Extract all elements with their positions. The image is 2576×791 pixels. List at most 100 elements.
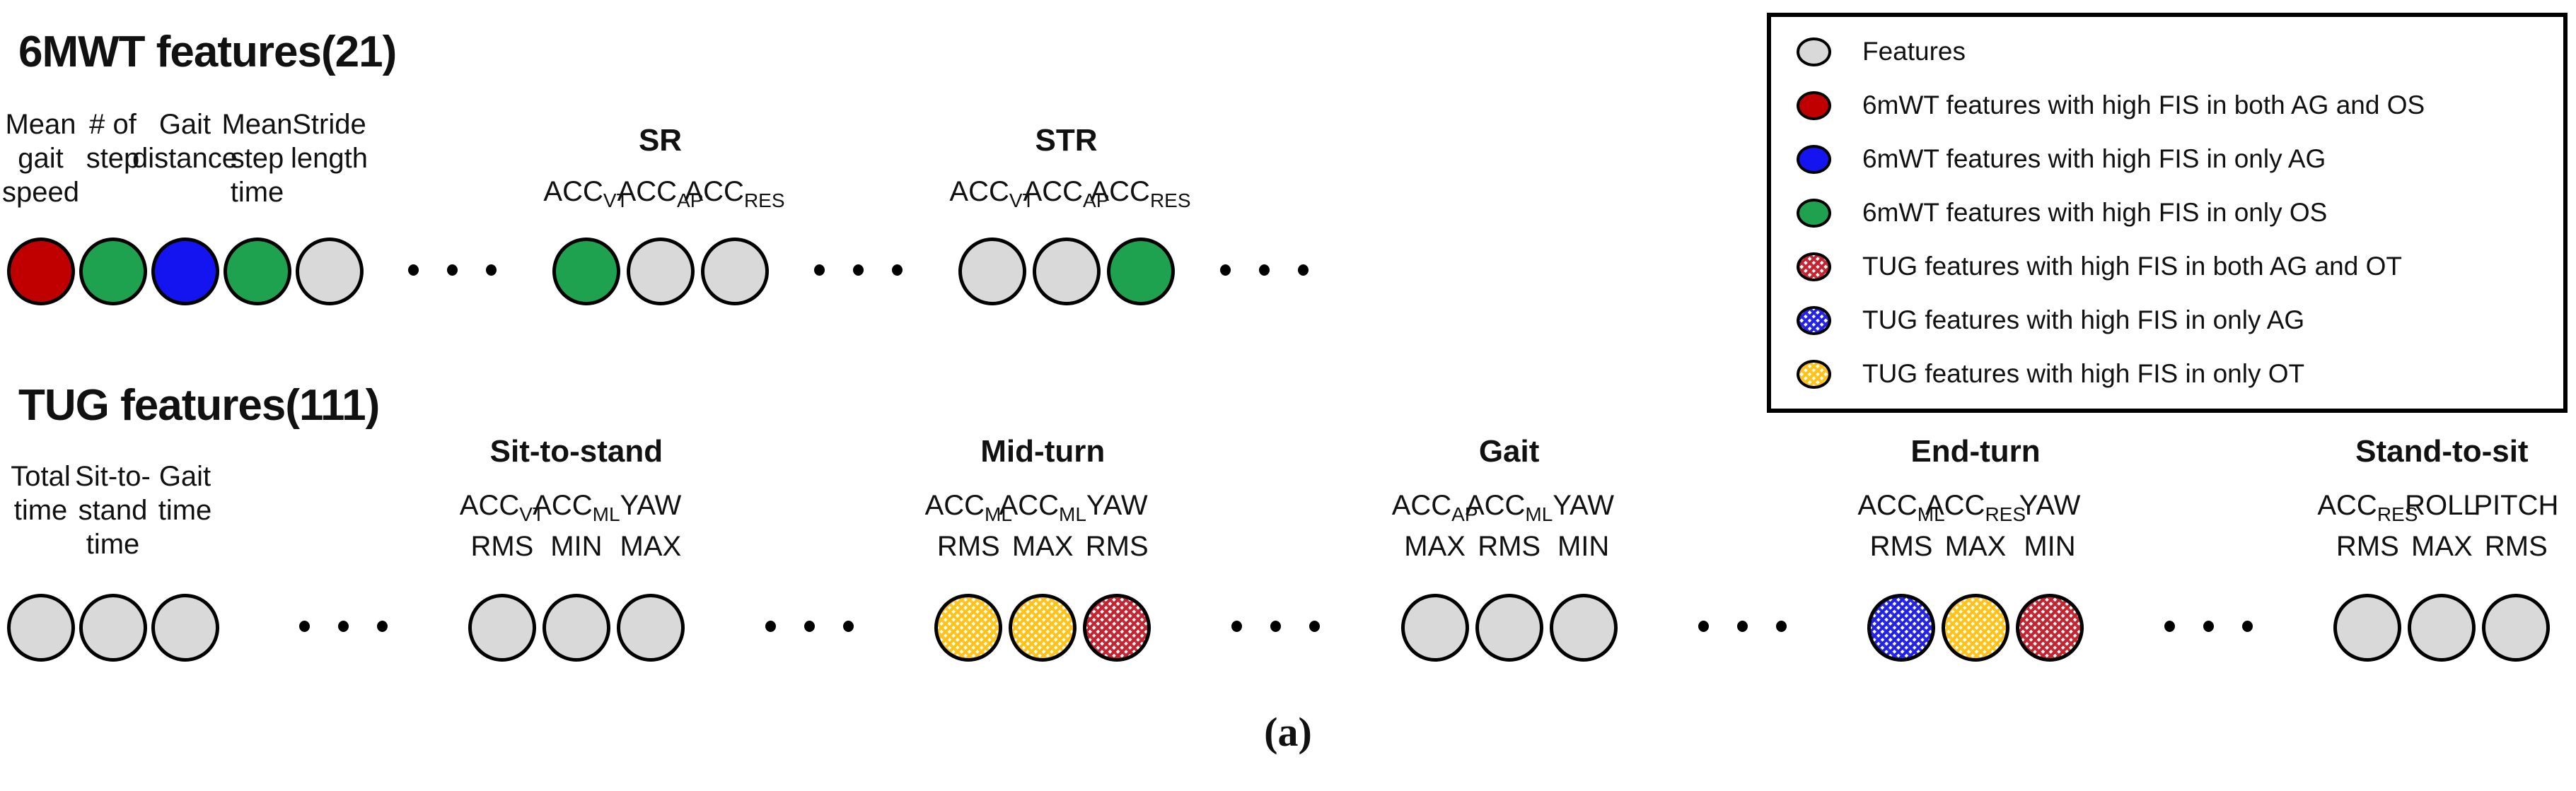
legend-label: TUG features with high FIS in both AG an…: [1862, 252, 2402, 281]
tug-feature-total-time: Total time: [6, 434, 76, 662]
feature-label: ACCML RMS: [1857, 489, 1945, 562]
group-feature: ACCRES RMS: [2317, 489, 2418, 662]
feature-circle: [934, 594, 1003, 662]
feature-label: YAW MIN: [1553, 489, 1614, 562]
feature-label: YAW RMS: [1085, 489, 1149, 562]
group-title: Gait: [1478, 434, 1540, 469]
ellipsis-dots: [1220, 264, 1309, 276]
group-feature: ACCVT: [543, 175, 629, 305]
feature-circle: [468, 594, 536, 662]
feature-label: Sit-to- stand time: [75, 461, 151, 560]
mwt-feature-mean-gait-speed: Mean gait speed: [2, 107, 79, 305]
legend-swatch: [1797, 252, 1831, 281]
feature-label: ACCML MAX: [999, 489, 1086, 562]
group-feature: ACCAP MAX: [1392, 489, 1478, 662]
feature-label: ACCAP: [1023, 175, 1110, 211]
feature-label: ACCAP MAX: [1391, 489, 1478, 562]
group-feature: ACCVT: [949, 175, 1035, 305]
mwt-group-str: STR ACCVT ACCAP: [949, 107, 1191, 305]
group-feature: PITCH RMS: [2473, 489, 2558, 662]
legend-item: TUG features with high FIS in only OT: [1797, 359, 2538, 389]
legend-swatch: [1797, 198, 1831, 228]
group-feature: ACCML MIN: [533, 489, 620, 662]
feature-circle: [1549, 594, 1618, 662]
feature-label: ACCRES MAX: [1925, 489, 2026, 562]
feature-label: Total time: [11, 461, 71, 526]
feature-circle: [552, 238, 620, 305]
tug-group-stand-to-sit: Stand-to-sit ACCRES RMS ROLL MAX: [2317, 434, 2558, 662]
feature-circle: [958, 238, 1026, 305]
group-feature: ACCML MAX: [999, 489, 1086, 662]
legend-label: 6mWT features with high FIS in only AG: [1862, 144, 2326, 173]
feature-circle: [79, 594, 147, 662]
tug-feature-gait-time: Gait time: [150, 434, 220, 662]
feature-label: ACCVT: [543, 175, 629, 211]
figure-caption: (a): [1264, 709, 1312, 755]
mwt-feature-gait-distance: Gait distance: [132, 107, 238, 305]
feature-circle: [626, 238, 695, 305]
legend-swatch: [1797, 37, 1831, 66]
group-title: Mid-turn: [980, 434, 1106, 469]
group-feature: ACCML RMS: [925, 489, 1012, 662]
legend-item: 6mWT features with high FIS in both AG a…: [1797, 90, 2538, 120]
feature-circle: [2333, 594, 2402, 662]
ellipsis-dots: [2164, 621, 2253, 632]
tug-feature-sit-to-stand-time: Sit-to- stand time: [75, 434, 151, 662]
feature-label: ACCML MIN: [533, 489, 620, 562]
feature-circle: [1032, 238, 1101, 305]
group-feature: ACCML RMS: [1466, 489, 1553, 662]
group-features: ACCRES RMS ROLL MAX PITCH RMS: [2317, 489, 2558, 662]
feature-circle: [616, 594, 685, 662]
group-feature: ACCAP: [617, 175, 703, 305]
legend-swatch: [1797, 90, 1831, 120]
group-feature: ACCAP: [1023, 175, 1109, 305]
feature-label: YAW MAX: [620, 489, 682, 562]
mwt-feature-mean-step-time: Mean step time: [221, 107, 293, 305]
feature-circle: [1009, 594, 1077, 662]
group-feature: ACCML RMS: [1857, 489, 1945, 662]
feature-label: ACCRES RMS: [2317, 489, 2418, 562]
legend-item: TUG features with high FIS in both AG an…: [1797, 252, 2538, 281]
mwt-feature-num-of-step: # of step: [78, 107, 148, 305]
feature-circle: [2016, 594, 2084, 662]
feature-label: Gait distance: [132, 109, 238, 174]
tug-group-mid-turn: Mid-turn ACCML RMS ACCML MAX: [925, 434, 1153, 662]
feature-label: # of step: [86, 109, 140, 174]
legend-swatch: [1797, 305, 1831, 335]
feature-circle: [2482, 594, 2551, 662]
ellipsis-dots: [408, 264, 497, 276]
feature-label: YAW MIN: [2019, 489, 2081, 562]
legend-item: 6mWT features with high FIS in only OS: [1797, 198, 2538, 228]
feature-label: Mean step time: [221, 109, 293, 208]
legend-label: TUG features with high FIS in only AG: [1862, 305, 2305, 334]
feature-label: Mean gait speed: [2, 109, 79, 208]
group-title: End-turn: [1910, 434, 2041, 469]
tug-group-gait: Gait ACCAP MAX ACCML RMS: [1392, 434, 1619, 662]
legend-item: TUG features with high FIS in only AG: [1797, 305, 2538, 335]
legend-label: 6mWT features with high FIS in both AG a…: [1862, 90, 2425, 119]
tug-group-sit-to-stand: Sit-to-stand ACCVT RMS ACCML MIN: [460, 434, 686, 662]
group-features: ACCML RMS ACCRES MAX YAW MIN: [1857, 489, 2086, 662]
group-feature: YAW RMS: [1081, 489, 1153, 662]
feature-circle: [2408, 594, 2476, 662]
feature-label: Stride length: [291, 109, 368, 174]
group-features: ACCVT ACCAP ACCRES: [949, 175, 1191, 305]
mwt-named-features: Mean gait speed # of step Gait distance …: [2, 107, 368, 305]
mwt-section-title: 6MWT features(21): [18, 28, 397, 76]
feature-circle: [151, 594, 219, 662]
ellipsis-dots: [814, 264, 903, 276]
ellipsis-dots: [1231, 621, 1321, 632]
feature-label: ACCRES: [1090, 175, 1191, 211]
feature-circle: [1475, 594, 1543, 662]
group-feature: YAW MAX: [615, 489, 686, 662]
legend-swatch: [1797, 144, 1831, 174]
feature-label: ROLL MAX: [2405, 489, 2479, 562]
group-feature: YAW MIN: [1548, 489, 1619, 662]
group-feature: YAW MIN: [2014, 489, 2086, 662]
tug-named-features: Total time Sit-to- stand time Gait time: [6, 434, 220, 662]
group-title: SR: [638, 123, 683, 158]
group-features: ACCML RMS ACCML MAX YAW RMS: [925, 489, 1153, 662]
feature-label: ACCVT RMS: [459, 489, 545, 562]
group-feature: ROLL MAX: [2405, 489, 2479, 662]
